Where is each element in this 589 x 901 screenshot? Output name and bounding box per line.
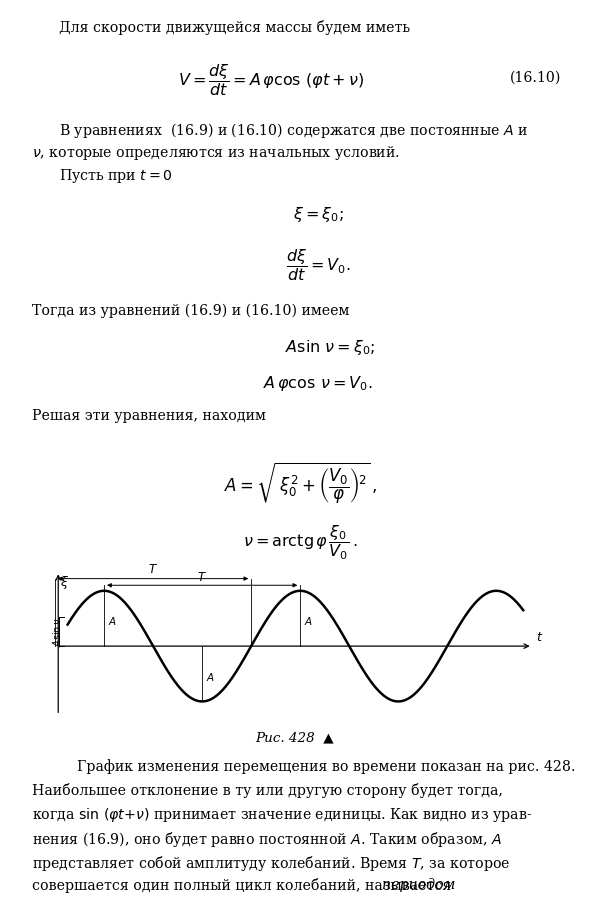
Text: $A = \sqrt{\,\xi_0^2 + \left(\dfrac{V_0}{\varphi}\right)^{\!2}}\,,$: $A = \sqrt{\,\xi_0^2 + \left(\dfrac{V_0}… [224,460,377,505]
Text: $\nu$, которые определяются из начальных условий.: $\nu$, которые определяются из начальных… [32,144,401,162]
Text: $T$: $T$ [197,570,207,584]
Text: График изменения перемещения во времени показан на рис. 428.: График изменения перемещения во времени … [59,759,575,774]
Text: Рис. 428  ▲: Рис. 428 ▲ [255,732,334,744]
Text: Для скорости движущейся массы будем иметь: Для скорости движущейся массы будем имет… [59,20,410,35]
Text: Решая эти уравнения, находим: Решая эти уравнения, находим [32,409,266,423]
Text: $\xi$: $\xi$ [59,574,69,591]
Text: $A\sin\,\nu = \xi_0;$: $A\sin\,\nu = \xi_0;$ [284,339,375,358]
Text: Наибольшее отклонение в ту или другую сторону будет тогда,: Наибольшее отклонение в ту или другую ст… [32,783,503,797]
Text: когда $\sin\,(\varphi t{+}\nu)$ принимает значение единицы. Как видно из урав-: когда $\sin\,(\varphi t{+}\nu)$ принимае… [32,806,532,824]
Text: В уравнениях  (16.9) и (16.10) содержатся две постоянные $A$ и: В уравнениях (16.9) и (16.10) содержатся… [59,121,528,140]
Text: Тогда из уравнений (16.9) и (16.10) имеем: Тогда из уравнений (16.9) и (16.10) имее… [32,304,350,318]
Text: $A$: $A$ [108,615,117,627]
Text: представляет собой амплитуду колебаний. Время $T$, за которое: представляет собой амплитуду колебаний. … [32,854,511,873]
Text: периодом: периодом [382,878,456,892]
Text: $\nu = \mathrm{arctg}\,\varphi\,\dfrac{\xi_0}{V_0}\,.$: $\nu = \mathrm{arctg}\,\varphi\,\dfrac{\… [243,523,358,562]
Text: $t$: $t$ [536,632,543,644]
Text: Пусть при $t = 0$: Пусть при $t = 0$ [59,168,173,186]
Text: $T$: $T$ [148,563,158,577]
Text: $\xi = \xi_0;$: $\xi = \xi_0;$ [293,205,343,223]
Text: нения (16.9), оно будет равно постоянной $A$. Таким образом, $A$: нения (16.9), оно будет равно постоянной… [32,831,502,850]
Text: $A\,\varphi\cos\,\nu = V_0.$: $A\,\varphi\cos\,\nu = V_0.$ [263,374,373,393]
Text: $\dfrac{d\xi}{dt} = V_0.$: $\dfrac{d\xi}{dt} = V_0.$ [286,247,350,283]
Text: (16.10): (16.10) [510,71,562,85]
Text: $A$: $A$ [206,670,215,683]
Text: $A$: $A$ [304,615,313,627]
Text: $V = \dfrac{d\xi}{dt} = A\,\varphi\cos\,(\varphi t + \nu)$: $V = \dfrac{d\xi}{dt} = A\,\varphi\cos\,… [178,62,364,98]
Text: совершается один полный цикл колебаний, называется: совершается один полный цикл колебаний, … [32,878,456,893]
Text: $A\sin\nu$: $A\sin\nu$ [51,616,63,647]
